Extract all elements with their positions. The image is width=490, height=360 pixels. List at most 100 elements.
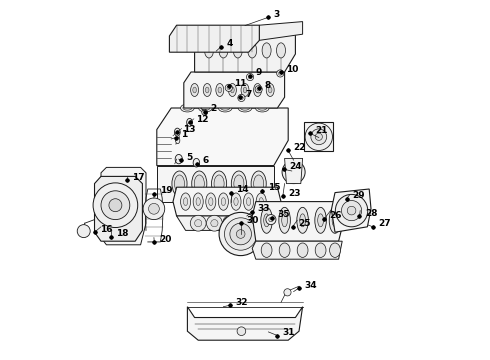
Circle shape [230,223,251,245]
Ellipse shape [172,171,187,196]
Polygon shape [285,158,303,184]
Circle shape [277,70,284,77]
Ellipse shape [187,118,193,126]
Circle shape [255,215,271,231]
Ellipse shape [193,158,199,167]
Ellipse shape [219,43,228,58]
Text: 25: 25 [298,219,311,228]
Text: 27: 27 [378,219,391,228]
Ellipse shape [180,193,191,210]
Ellipse shape [251,171,266,196]
Polygon shape [176,216,277,230]
Ellipse shape [175,137,180,144]
Circle shape [143,198,165,220]
Polygon shape [170,25,259,52]
Ellipse shape [332,214,338,227]
Polygon shape [304,122,333,151]
Circle shape [342,201,362,221]
Polygon shape [331,189,371,232]
Text: 28: 28 [365,208,377,217]
Circle shape [248,75,252,79]
Circle shape [266,215,276,225]
Circle shape [257,87,261,91]
Ellipse shape [238,104,252,112]
Ellipse shape [231,171,246,196]
Text: 8: 8 [265,81,271,90]
Circle shape [269,217,273,222]
Ellipse shape [174,128,180,136]
Circle shape [239,215,255,231]
Text: 19: 19 [160,186,172,195]
Circle shape [206,215,222,231]
Circle shape [315,133,322,140]
Text: 2: 2 [210,104,216,113]
Text: 18: 18 [117,230,129,238]
Ellipse shape [212,171,227,196]
Ellipse shape [297,207,308,233]
Ellipse shape [191,84,198,96]
Ellipse shape [300,214,305,227]
Text: 6: 6 [203,156,209,165]
Circle shape [195,220,202,227]
Circle shape [347,206,356,215]
Polygon shape [187,307,303,340]
Text: 26: 26 [330,211,342,220]
Ellipse shape [203,84,211,96]
Ellipse shape [261,243,272,257]
Circle shape [243,220,250,227]
Text: 3: 3 [274,10,280,19]
Circle shape [148,203,159,214]
Text: 31: 31 [283,328,295,337]
Circle shape [101,191,130,220]
Ellipse shape [276,43,286,58]
Text: 20: 20 [160,235,172,243]
Ellipse shape [218,87,221,93]
Ellipse shape [194,175,204,192]
Polygon shape [195,32,295,72]
Ellipse shape [297,243,308,257]
Ellipse shape [248,43,257,58]
Circle shape [237,327,245,336]
Ellipse shape [282,214,288,227]
Polygon shape [252,241,342,259]
Ellipse shape [246,198,251,206]
Polygon shape [157,108,288,166]
Text: 12: 12 [196,115,208,124]
Circle shape [311,129,327,145]
Circle shape [335,194,368,227]
Ellipse shape [254,175,264,192]
Circle shape [284,289,291,296]
Ellipse shape [183,106,192,110]
Ellipse shape [266,84,274,96]
Ellipse shape [244,193,254,210]
Text: 4: 4 [226,40,233,49]
Ellipse shape [254,84,262,96]
Ellipse shape [219,104,232,112]
Circle shape [190,215,206,231]
Ellipse shape [196,198,200,206]
Ellipse shape [231,193,241,210]
Circle shape [287,166,300,179]
Ellipse shape [315,243,326,257]
Text: 15: 15 [268,184,280,192]
Ellipse shape [329,207,341,233]
Ellipse shape [205,87,209,93]
Ellipse shape [174,175,185,192]
Ellipse shape [228,84,236,96]
Ellipse shape [234,175,244,192]
Text: 24: 24 [289,162,301,171]
Text: 17: 17 [132,173,145,181]
Text: 21: 21 [315,126,328,135]
Ellipse shape [214,175,224,192]
Ellipse shape [256,87,259,93]
Text: 9: 9 [256,68,262,77]
Ellipse shape [279,207,291,233]
Ellipse shape [180,104,194,112]
Text: 1: 1 [181,130,188,139]
Polygon shape [173,187,281,216]
Ellipse shape [198,104,212,112]
Circle shape [278,72,282,75]
Circle shape [222,215,239,231]
Circle shape [219,212,262,256]
Ellipse shape [209,198,213,206]
